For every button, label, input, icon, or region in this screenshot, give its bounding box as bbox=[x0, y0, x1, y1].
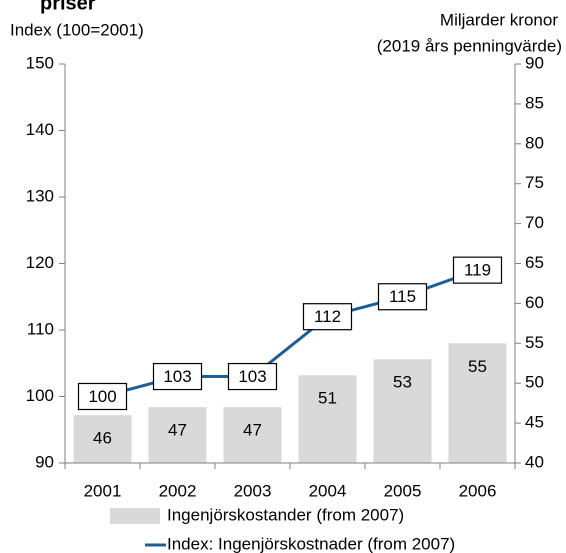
y2-axis-label: Miljarder kronor bbox=[440, 10, 558, 29]
y2-tick-label: 45 bbox=[525, 413, 544, 432]
line-value-label: 115 bbox=[389, 287, 416, 306]
legend-swatch bbox=[110, 508, 160, 524]
y2-tick-label: 75 bbox=[525, 173, 544, 192]
y2-tick-label: 80 bbox=[525, 133, 544, 152]
legend-label: Index: Ingenjörskostnader (from 2007) bbox=[167, 534, 455, 553]
y-tick-label: 150 bbox=[26, 53, 54, 72]
x-tick-label: 2004 bbox=[309, 481, 347, 500]
y2-tick-label: 70 bbox=[525, 213, 544, 232]
line-value-label: 100 bbox=[88, 387, 116, 406]
value-label-box bbox=[152, 362, 203, 391]
value-label-box bbox=[452, 256, 503, 284]
y2-tick-label: 60 bbox=[525, 293, 544, 312]
bar-value-label: 46 bbox=[93, 429, 112, 448]
value-label-box bbox=[227, 362, 278, 391]
y-tick-label: 120 bbox=[26, 253, 54, 272]
value-label-box bbox=[377, 283, 428, 311]
y-tick-label: 110 bbox=[27, 319, 54, 338]
value-label-box bbox=[77, 382, 128, 411]
line-value-label: 112 bbox=[314, 307, 341, 326]
y2-tick-label: 55 bbox=[525, 333, 544, 352]
bar bbox=[223, 407, 282, 463]
y2-tick-label: 90 bbox=[525, 53, 544, 72]
y2-tick-label: 50 bbox=[525, 373, 544, 392]
bar-value-label: 53 bbox=[393, 373, 412, 392]
y-tick-label: 100 bbox=[26, 386, 54, 405]
y-tick-label: 90 bbox=[35, 452, 54, 471]
bar-value-label: 55 bbox=[468, 357, 487, 376]
bar bbox=[448, 343, 507, 463]
x-tick-label: 2005 bbox=[384, 481, 422, 500]
y2-axis-label: (2019 års penningvärde) bbox=[377, 36, 562, 55]
y-tick-label: 140 bbox=[26, 120, 54, 139]
y2-tick-label: 85 bbox=[525, 93, 544, 112]
x-tick-label: 2002 bbox=[159, 481, 197, 500]
y-axis-label: Index (100=2001) bbox=[10, 20, 144, 39]
x-tick-label: 2006 bbox=[459, 481, 497, 500]
bar bbox=[73, 415, 132, 463]
bar bbox=[298, 375, 357, 463]
value-label-box bbox=[302, 303, 353, 331]
line-value-label: 119 bbox=[464, 261, 491, 280]
legend-label: Ingenjörskostander (from 2007) bbox=[167, 505, 404, 524]
bar bbox=[373, 359, 432, 463]
line-value-label: 103 bbox=[163, 367, 191, 386]
bar bbox=[148, 407, 207, 463]
y-tick-label: 130 bbox=[26, 186, 54, 205]
line-value-label: 103 bbox=[238, 367, 266, 386]
bar-value-label: 51 bbox=[318, 389, 337, 408]
x-tick-label: 2003 bbox=[234, 481, 272, 500]
bar-value-label: 47 bbox=[168, 421, 187, 440]
y2-tick-label: 40 bbox=[525, 452, 544, 471]
chart-title: priser bbox=[40, 0, 96, 14]
y2-tick-label: 65 bbox=[525, 253, 544, 272]
x-tick-label: 2001 bbox=[84, 481, 122, 500]
bar-value-label: 47 bbox=[243, 421, 262, 440]
